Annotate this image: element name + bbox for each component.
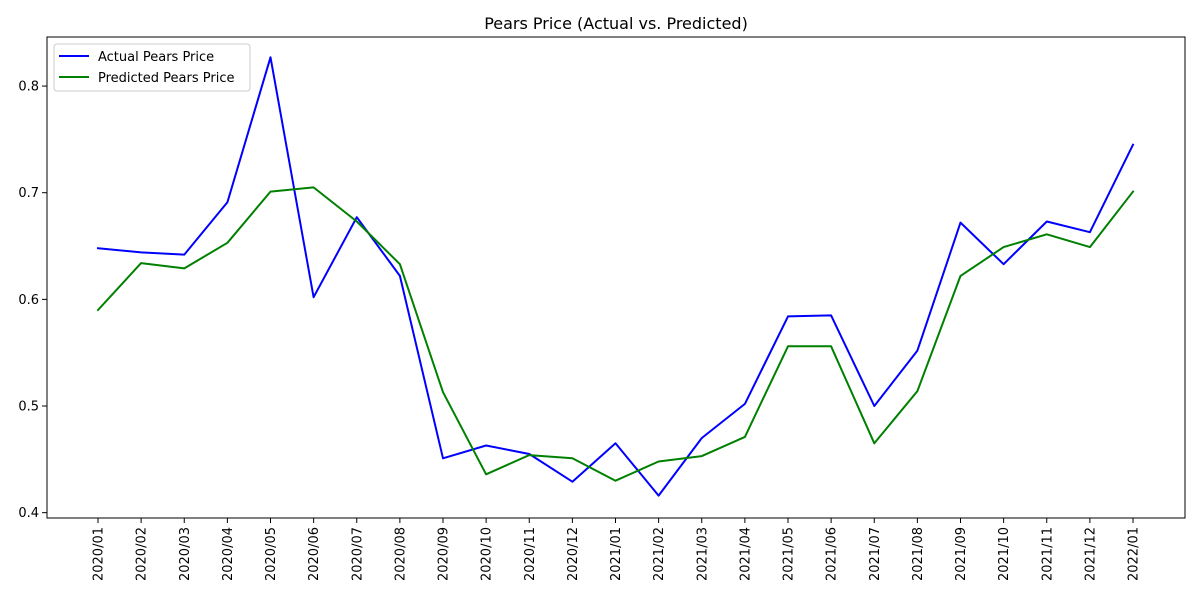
y-tick-label: 0.4 <box>18 506 39 521</box>
legend: Actual Pears Price Predicted Pears Price <box>53 43 251 92</box>
predicted-price-line <box>96 186 1135 482</box>
x-tick-label: 2020/08 <box>393 527 408 581</box>
x-tick-label: 2020/09 <box>437 527 452 581</box>
x-tick-label: 2020/10 <box>480 527 495 581</box>
x-tick-label: 2021/09 <box>954 527 969 581</box>
series-lines <box>96 56 1135 497</box>
x-tick-label: 2021/04 <box>738 527 753 581</box>
plot-area-frame <box>46 36 1186 519</box>
x-axis: 2020/01 2020/02 2020/03 2020/04 2020/05 2020/… <box>92 518 1142 581</box>
legend-label-actual: Actual Pears Price <box>98 50 214 65</box>
y-tick-label: 0.5 <box>18 400 39 415</box>
x-tick-label: 2020/03 <box>178 527 193 581</box>
x-tick-label: 2022/01 <box>1127 527 1142 581</box>
legend-box <box>53 43 251 92</box>
y-tick-label: 0.6 <box>18 293 39 308</box>
y-axis: 0.4 0.5 0.6 0.7 0.8 <box>18 80 47 521</box>
x-tick-label: 2021/06 <box>825 527 840 581</box>
actual-price-line <box>96 56 1135 497</box>
legend-label-predicted: Predicted Pears Price <box>98 71 234 86</box>
x-tick-label: 2020/01 <box>92 527 107 581</box>
x-tick-label: 2020/12 <box>566 527 581 581</box>
x-tick-label: 2021/07 <box>868 527 883 581</box>
x-tick-label: 2021/01 <box>609 527 624 581</box>
x-tick-label: 2020/06 <box>307 527 322 581</box>
x-tick-label: 2020/05 <box>264 527 279 581</box>
x-tick-label: 2020/02 <box>135 527 150 581</box>
x-tick-label: 2021/03 <box>695 527 710 581</box>
x-tick-label: 2020/04 <box>221 527 236 581</box>
y-tick-label: 0.7 <box>18 186 39 201</box>
y-tick-label: 0.8 <box>18 80 39 95</box>
x-tick-label: 2021/02 <box>652 527 667 581</box>
x-tick-label: 2020/11 <box>523 527 538 581</box>
x-tick-label: 2020/07 <box>350 527 365 581</box>
x-tick-label: 2021/11 <box>1040 527 1055 581</box>
x-tick-label: 2021/10 <box>997 527 1012 581</box>
x-tick-label: 2021/12 <box>1083 527 1098 581</box>
x-tick-label: 2021/08 <box>911 527 926 581</box>
x-tick-label: 2021/05 <box>782 527 797 581</box>
chart-title: Pears Price (Actual vs. Predicted) <box>484 14 748 33</box>
